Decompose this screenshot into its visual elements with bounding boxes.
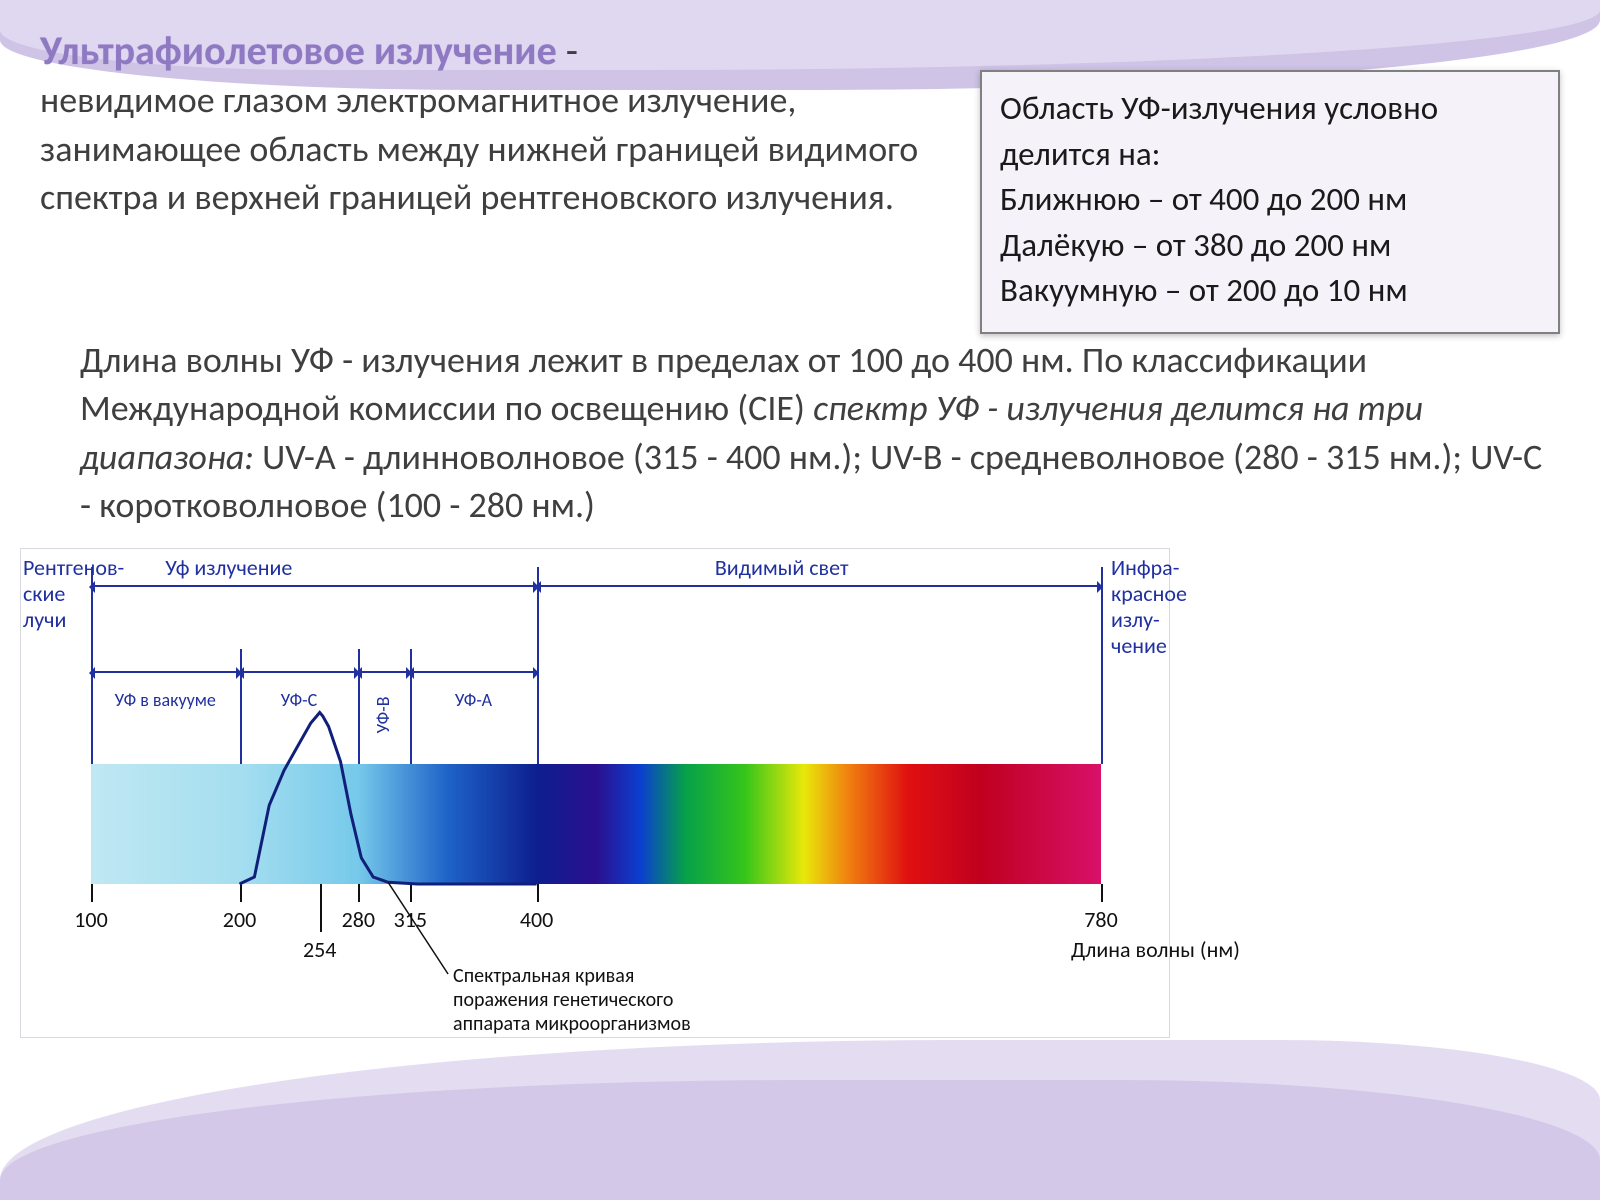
title-line: Ультрафиолетовое излучение - bbox=[40, 26, 960, 76]
title-bold: Ультрафиолетовое излучение bbox=[40, 26, 557, 75]
curve-caption: Спектральная кривая поражения генетическ… bbox=[453, 964, 691, 1036]
spectrum-diagram: Рентгенов- ские лучиУф излучениеВидимый … bbox=[20, 548, 1170, 1038]
info-box-line: Далёкую – от 380 до 200 нм bbox=[1000, 223, 1540, 269]
info-box-line: Ближнюю – от 400 до 200 нм bbox=[1000, 177, 1540, 223]
intro-text: невидимое глазом электромагнитное излуче… bbox=[40, 76, 960, 222]
info-box: Область УФ-излучения условно делится на:… bbox=[980, 70, 1560, 334]
info-box-header: Область УФ-излучения условно делится на: bbox=[1000, 86, 1540, 177]
info-box-line: Вакуумную – от 200 до 10 нм bbox=[1000, 268, 1540, 314]
title-dash: - bbox=[557, 26, 578, 75]
